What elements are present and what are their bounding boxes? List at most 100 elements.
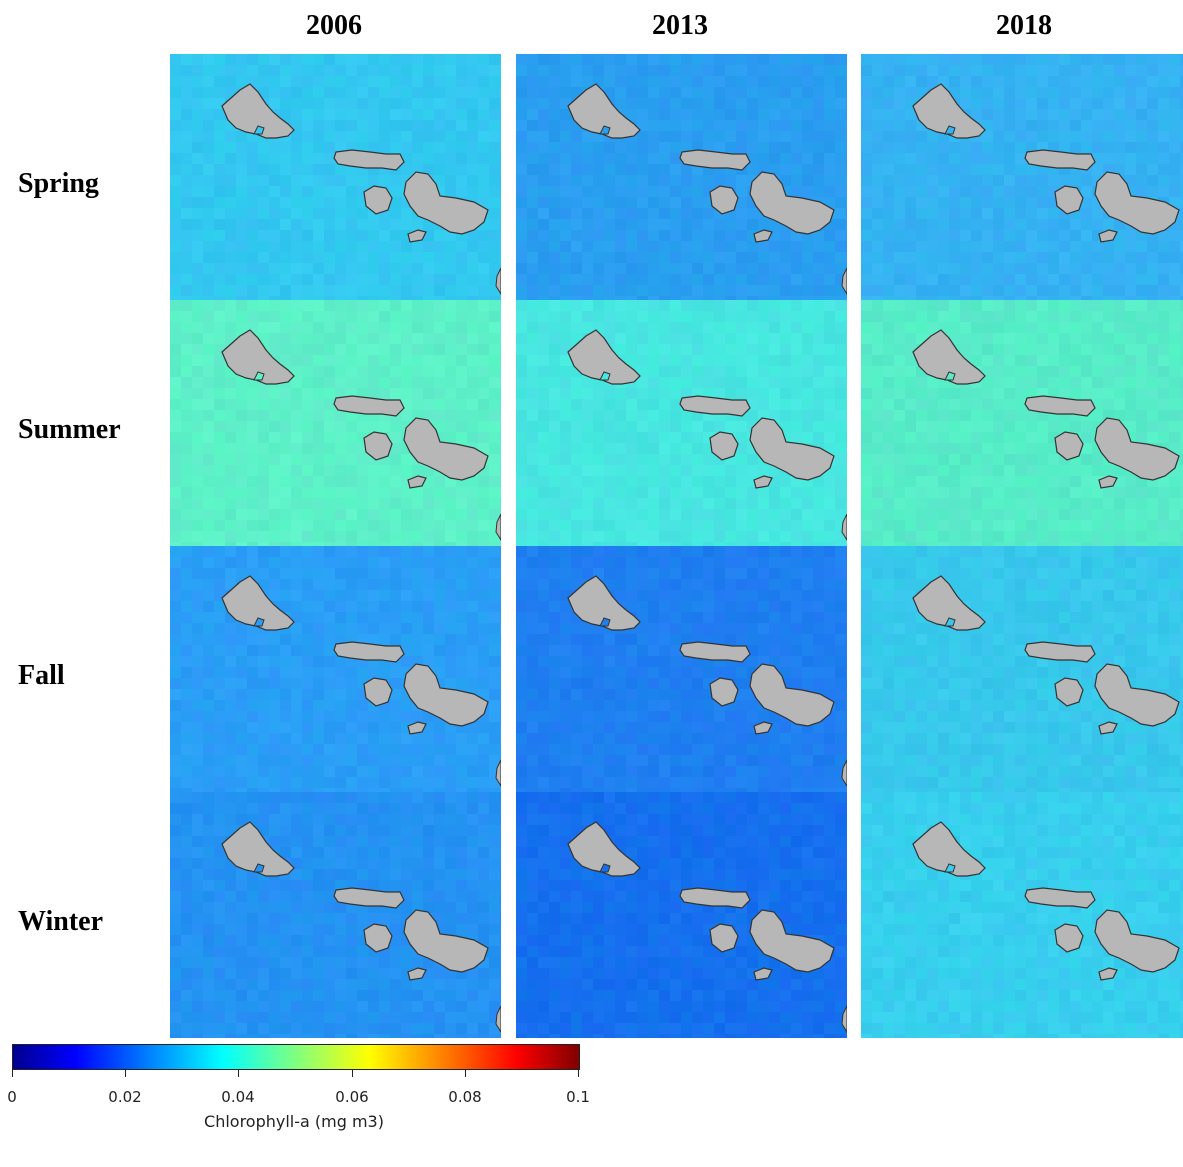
map-panel-winter-2006: [170, 792, 501, 1038]
island-shape: [1094, 417, 1180, 481]
chlorophyll-map: [170, 792, 501, 1038]
harbor-shape: [944, 371, 956, 381]
column-header-2018: 2018: [996, 10, 1052, 41]
island-shape: [407, 475, 427, 489]
chlorophyll-texture: [861, 300, 1183, 546]
row-label-summer: Summer: [18, 414, 121, 445]
island-edge: [495, 1005, 501, 1033]
map-panel-spring-2013: [516, 54, 847, 300]
harbor-shape: [944, 863, 956, 873]
chlorophyll-texture: [861, 546, 1183, 792]
map-panel-spring-2006: [170, 54, 501, 300]
chlorophyll-texture: [170, 300, 501, 546]
island-shape: [1094, 909, 1180, 973]
island-shape: [753, 967, 773, 981]
chlorophyll-map: [170, 54, 501, 300]
islands: [912, 821, 1180, 981]
colorbar-tick: [238, 1069, 239, 1077]
chlorophyll-texture: [516, 54, 847, 300]
island-shape: [749, 171, 835, 235]
island-shape: [363, 677, 393, 707]
islands: [567, 821, 847, 1033]
island-shape: [221, 329, 295, 385]
island-shape: [221, 575, 295, 631]
island-shape: [1054, 923, 1084, 953]
map-panel-fall-2013: [516, 546, 847, 792]
colorbar-tick-label: 0: [7, 1088, 17, 1106]
harbor-shape: [599, 125, 611, 135]
island-shape: [912, 83, 986, 139]
colorbar-tick: [578, 1069, 579, 1077]
island-shape: [709, 431, 739, 461]
chlorophyll-texture: [516, 792, 847, 1038]
chlorophyll-map: [861, 54, 1183, 300]
chlorophyll-texture: [170, 792, 501, 1038]
row-label-spring: Spring: [18, 168, 99, 199]
harbor-shape: [253, 617, 265, 627]
map-panel-winter-2013: [516, 792, 847, 1038]
island-shape: [403, 909, 489, 973]
colorbar-tick: [125, 1069, 126, 1077]
chlorophyll-map: [516, 300, 847, 546]
colorbar-tick: [352, 1069, 353, 1077]
harbor-shape: [253, 125, 265, 135]
island-edge: [495, 759, 501, 787]
island-shape: [1024, 887, 1096, 909]
island-shape: [1098, 229, 1118, 243]
island-shape: [912, 821, 986, 877]
island-shape: [749, 417, 835, 481]
island-edge: [841, 759, 847, 787]
island-shape: [333, 149, 405, 171]
chlorophyll-map: [516, 54, 847, 300]
colorbar-tick-label: 0.08: [448, 1088, 482, 1106]
island-shape: [709, 923, 739, 953]
map-panel-summer-2013: [516, 300, 847, 546]
colorbar-tick-label: 0.02: [108, 1088, 142, 1106]
island-shape: [1094, 663, 1180, 727]
chlorophyll-texture: [170, 546, 501, 792]
island-shape: [407, 721, 427, 735]
island-shape: [333, 641, 405, 663]
chlorophyll-texture: [170, 54, 501, 300]
chlorophyll-map: [861, 300, 1183, 546]
map-panel-fall-2006: [170, 546, 501, 792]
chlorophyll-texture: [861, 54, 1183, 300]
islands: [912, 329, 1180, 489]
colorbar-tick: [465, 1069, 466, 1077]
island-shape: [1098, 475, 1118, 489]
island-edge: [841, 1005, 847, 1033]
island-edge: [495, 267, 501, 295]
row-label-winter: Winter: [18, 906, 104, 937]
island-shape: [221, 83, 295, 139]
islands: [221, 821, 501, 1033]
island-shape: [567, 575, 641, 631]
island-shape: [333, 887, 405, 909]
island-shape: [679, 887, 751, 909]
island-shape: [753, 475, 773, 489]
island-shape: [753, 721, 773, 735]
island-shape: [709, 677, 739, 707]
island-shape: [679, 149, 751, 171]
island-shape: [1024, 149, 1096, 171]
colorbar-tick: [12, 1069, 13, 1077]
islands: [567, 575, 847, 787]
chlorophyll-texture: [861, 792, 1183, 1038]
row-label-fall: Fall: [18, 660, 65, 691]
islands: [567, 83, 847, 295]
island-shape: [1024, 641, 1096, 663]
islands: [912, 575, 1180, 735]
islands: [567, 329, 847, 541]
island-edge: [495, 513, 501, 541]
islands: [221, 575, 501, 787]
island-shape: [753, 229, 773, 243]
island-shape: [407, 967, 427, 981]
chlorophyll-map: [516, 792, 847, 1038]
islands: [221, 83, 501, 295]
island-shape: [567, 83, 641, 139]
island-shape: [912, 575, 986, 631]
island-shape: [1054, 431, 1084, 461]
island-shape: [363, 923, 393, 953]
colorbar-tick-label: 0.06: [335, 1088, 369, 1106]
colorbar-tick-label: 0.1: [566, 1088, 590, 1106]
island-shape: [679, 641, 751, 663]
